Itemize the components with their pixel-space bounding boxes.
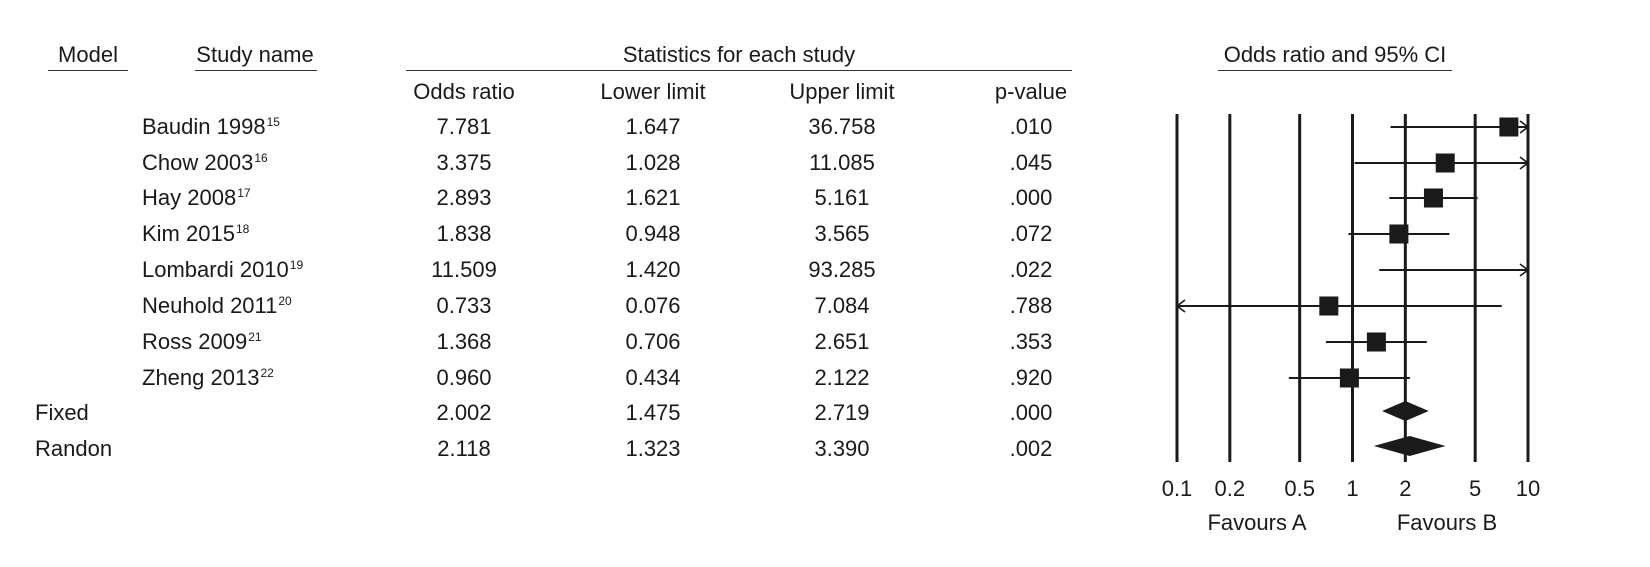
odds-ratio-value: 1.838 [436, 221, 492, 246]
upper-limit-value: 5.161 [814, 185, 870, 210]
upper-limit-value: 93.285 [808, 257, 876, 282]
header-study-name: Study name [196, 42, 314, 67]
header-model: Model [58, 42, 118, 67]
study-name: Baudin 199815 [142, 114, 280, 139]
p-value: .002 [1009, 436, 1053, 461]
header-upper-limit: Upper limit [789, 79, 895, 104]
upper-limit-value: 36.758 [808, 114, 876, 139]
p-value: .920 [1009, 365, 1053, 390]
header-odds-ratio: Odds ratio [413, 79, 515, 104]
upper-limit-value: 2.719 [814, 400, 870, 425]
header-statistics-group: Statistics for each study [622, 42, 856, 67]
header-plot-title-underline [1218, 70, 1452, 71]
upper-limit-value: 11.085 [809, 150, 875, 175]
model-label: Randon [35, 436, 113, 461]
upper-limit-value: 3.565 [814, 221, 870, 246]
p-value: .353 [1009, 329, 1053, 354]
favours-left-label: Favours A [1207, 510, 1306, 535]
study-name: Chow 200316 [142, 150, 268, 175]
p-value: .045 [1009, 150, 1053, 175]
study-name: Neuhold 201120 [142, 293, 292, 318]
p-value: .022 [1009, 257, 1053, 282]
lower-limit-value: 1.621 [625, 185, 681, 210]
odds-ratio-value: 2.002 [436, 400, 492, 425]
summary-diamond [1373, 436, 1446, 456]
axis-tick-label: 0.1 [1162, 476, 1193, 501]
point-estimate-marker [1319, 296, 1339, 316]
odds-ratio-value: 0.733 [436, 293, 492, 318]
study-name: Zheng 201322 [142, 365, 274, 390]
lower-limit-value: 1.647 [625, 114, 681, 139]
summary-diamond [1382, 401, 1429, 421]
odds-ratio-value: 7.781 [436, 114, 492, 139]
lower-limit-value: 0.434 [625, 365, 681, 390]
axis-tick-label: 5 [1469, 476, 1481, 501]
upper-limit-value: 2.122 [814, 365, 870, 390]
header-p-value: p-value [994, 79, 1068, 104]
axis-tick-label: 0.2 [1215, 476, 1246, 501]
ci-arrow-left [1175, 299, 1186, 313]
study-name: Lombardi 201019 [142, 257, 304, 282]
study-name: Ross 200921 [142, 329, 262, 354]
p-value: .000 [1009, 185, 1053, 210]
lower-limit-value: 0.706 [625, 329, 681, 354]
study-name: Hay 200817 [142, 185, 251, 210]
lower-limit-value: 1.475 [625, 400, 681, 425]
header-plot-title: Odds ratio and 95% CI [1223, 42, 1447, 67]
point-estimate-marker [1366, 332, 1386, 352]
axis-tick-label: 1 [1346, 476, 1358, 501]
lower-limit-value: 1.028 [625, 150, 681, 175]
header-lower-limit: Lower limit [600, 79, 706, 104]
header-study-name-underline [195, 70, 317, 71]
lower-limit-value: 0.076 [625, 293, 681, 318]
axis-tick-label: 10 [1516, 476, 1540, 501]
lower-limit-value: 1.323 [625, 436, 681, 461]
model-label: Fixed [35, 400, 89, 425]
odds-ratio-value: 2.118 [437, 436, 491, 461]
lower-limit-value: 0.948 [625, 221, 681, 246]
odds-ratio-value: 3.375 [436, 150, 492, 175]
axis-tick-label: 0.5 [1284, 476, 1315, 501]
header-statistics-underline [406, 70, 1072, 71]
p-value: .788 [1009, 293, 1053, 318]
odds-ratio-value: 2.893 [436, 185, 492, 210]
point-estimate-marker [1435, 153, 1455, 173]
point-estimate-marker [1423, 188, 1443, 208]
header-model-underline [48, 70, 128, 71]
upper-limit-value: 2.651 [814, 329, 870, 354]
lower-limit-value: 1.420 [625, 257, 681, 282]
point-estimate-marker [1499, 117, 1519, 137]
p-value: .072 [1009, 221, 1053, 246]
favours-right-label: Favours B [1397, 510, 1497, 535]
axis-tick-label: 2 [1399, 476, 1411, 501]
odds-ratio-value: 1.368 [436, 329, 492, 354]
p-value: .010 [1009, 114, 1053, 139]
ci-arrow-right [1519, 120, 1530, 134]
point-estimate-marker [1389, 224, 1409, 244]
odds-ratio-value: 0.960 [436, 365, 492, 390]
study-name: Kim 201518 [142, 221, 250, 246]
upper-limit-value: 7.084 [814, 293, 870, 318]
p-value: .000 [1009, 400, 1053, 425]
point-estimate-marker [1339, 368, 1359, 388]
ci-arrow-right [1519, 156, 1530, 170]
upper-limit-value: 3.390 [814, 436, 870, 461]
ci-arrow-right [1519, 263, 1530, 277]
odds-ratio-value: 11.509 [431, 257, 497, 282]
